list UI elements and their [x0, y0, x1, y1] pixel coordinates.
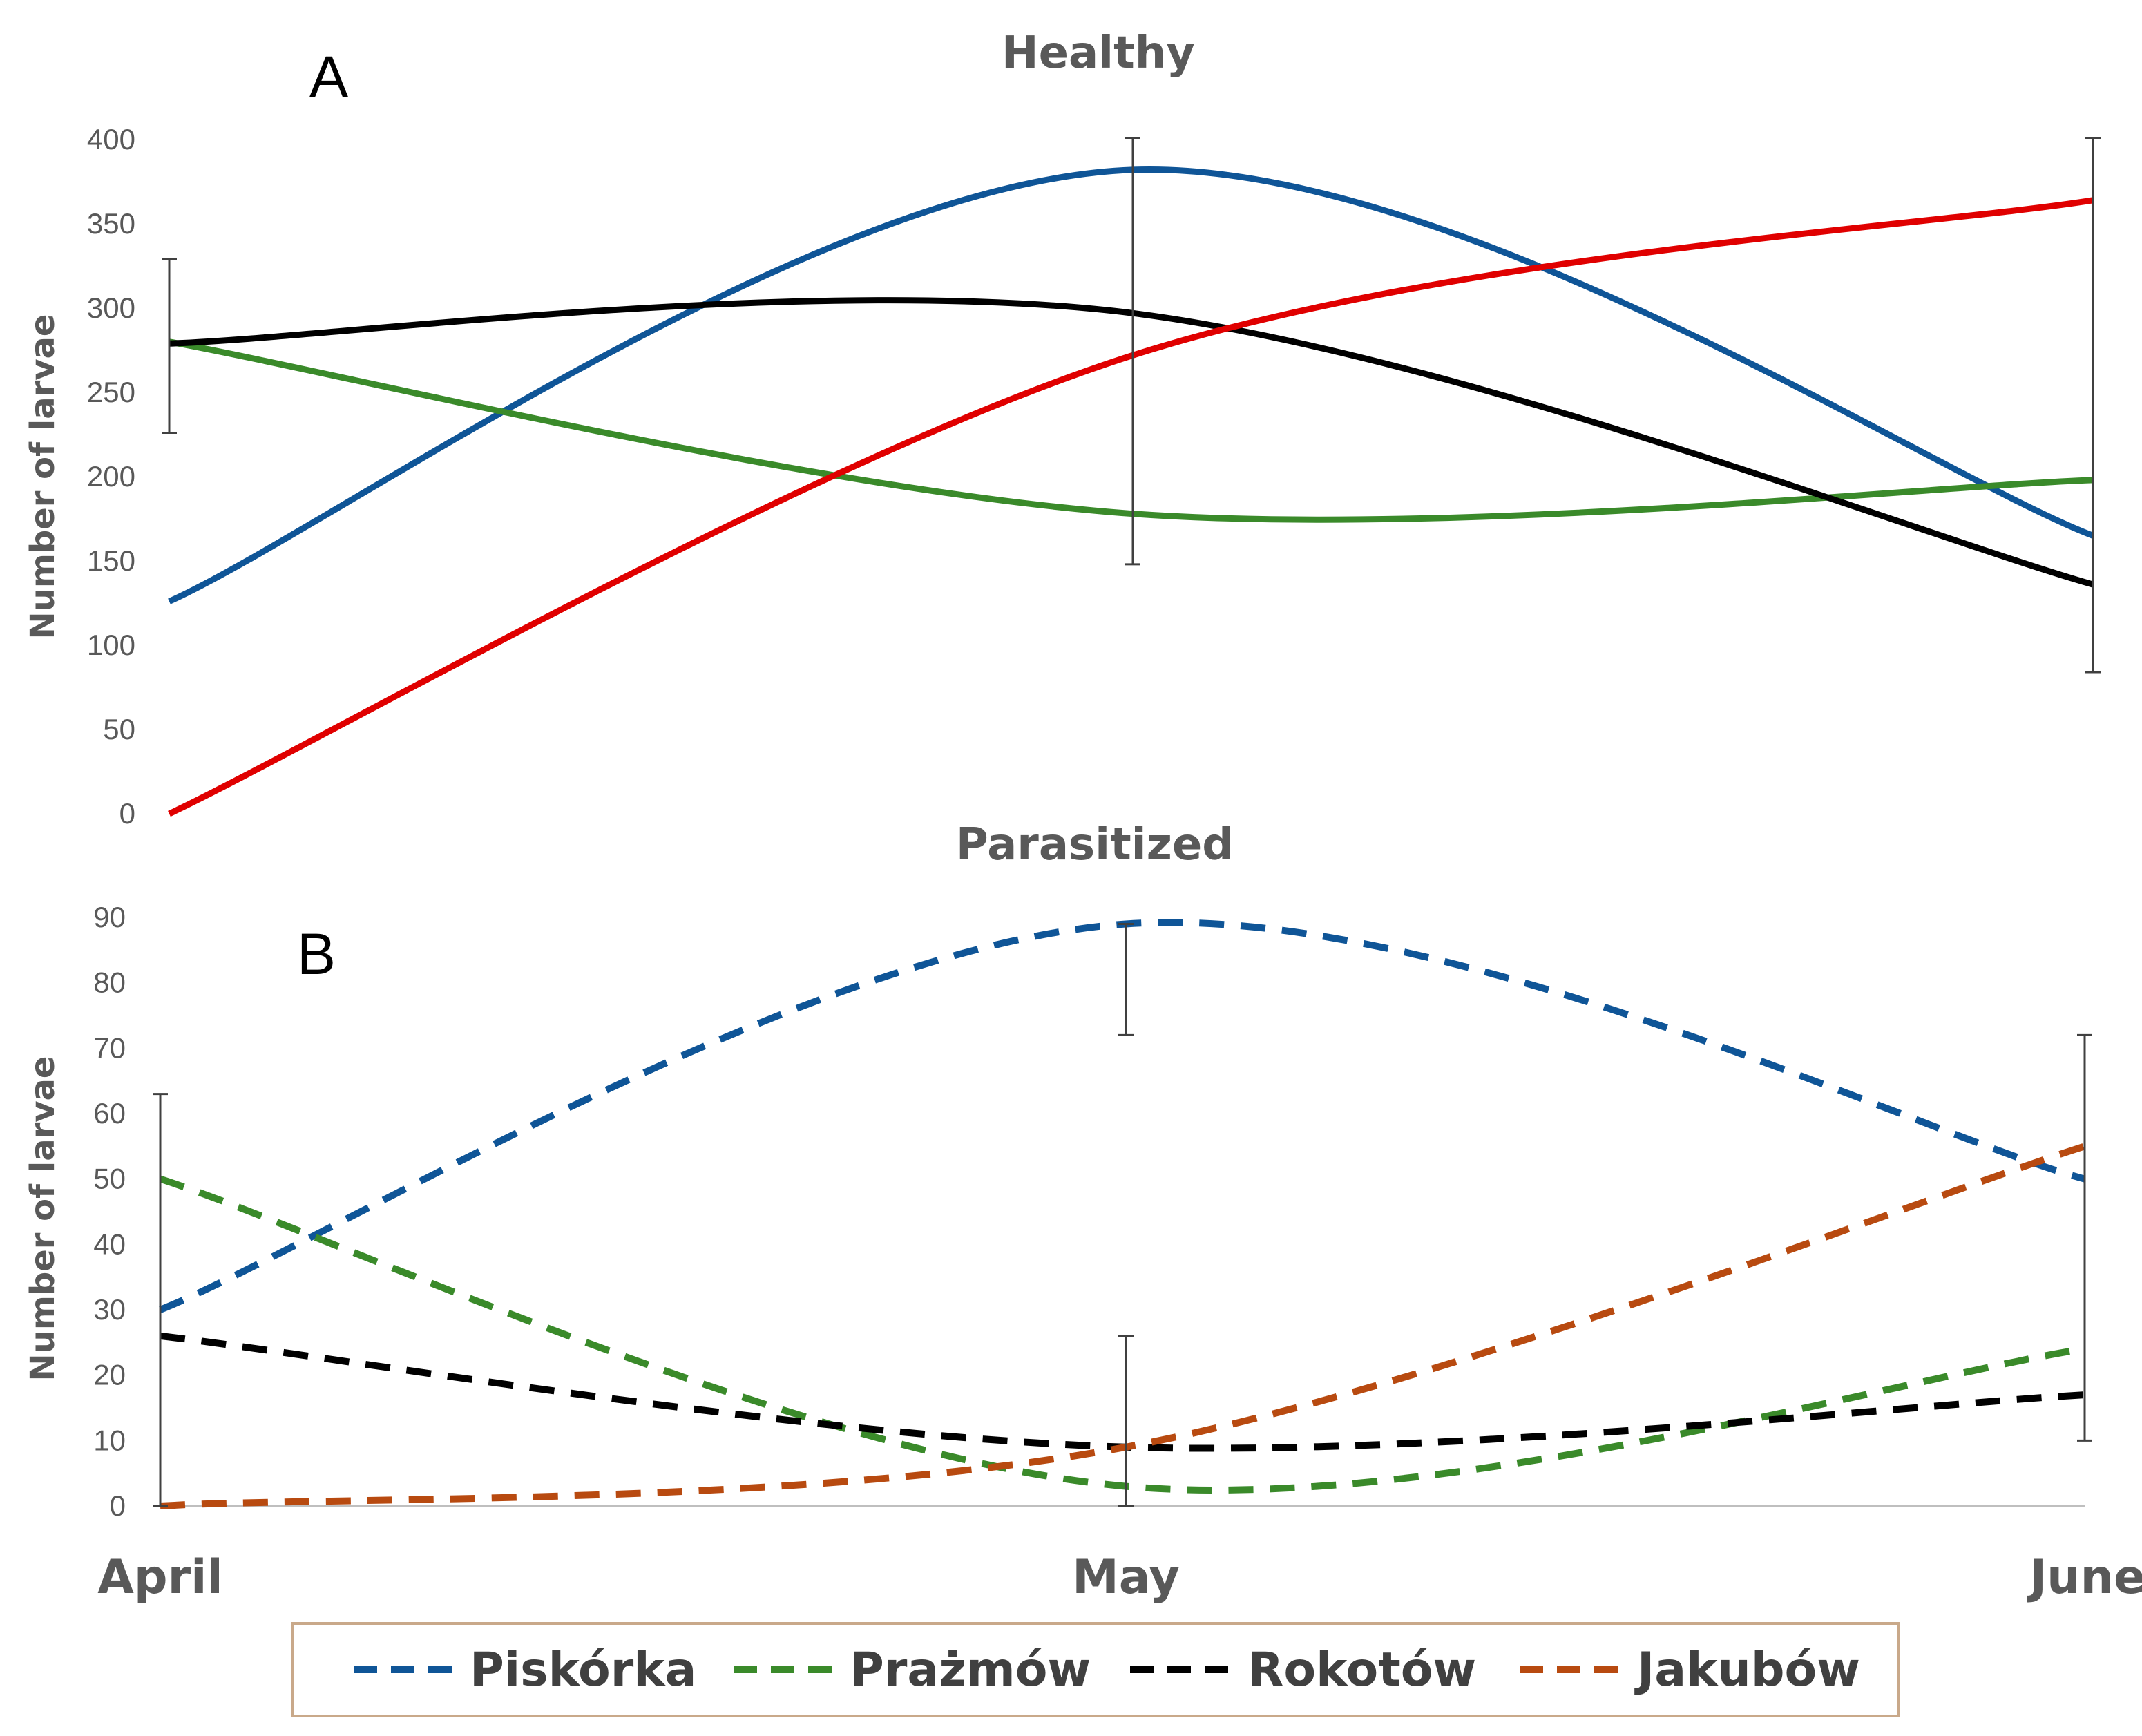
- healthy-y-tick-300: 300: [87, 292, 135, 324]
- panel-b-label: B: [297, 922, 336, 986]
- healthy-y-tick-150: 150: [87, 544, 135, 577]
- healthy-y-tick-labels: 0 50 100 150 200 250 300 350 400: [87, 123, 135, 830]
- month-label-may: May: [1072, 1550, 1180, 1605]
- healthy-series-jakubow: [168, 197, 2094, 817]
- parasitized-y-tick-40: 40: [93, 1228, 126, 1260]
- parasitized-y-tick-50: 50: [93, 1163, 126, 1195]
- parasitized-series-rokotow: [160, 1332, 2085, 1452]
- parasitized-y-tick-labels: 0 10 20 30 40 50 60 70 80 90: [93, 901, 126, 1522]
- parasitized-error-bars: [153, 922, 2092, 1507]
- healthy-y-tick-200: 200: [87, 460, 135, 493]
- legend-item-jakubow: Jakubów: [1520, 1643, 1860, 1697]
- month-label-june: June: [2027, 1550, 2142, 1605]
- healthy-y-tick-50: 50: [103, 713, 135, 745]
- parasitized-series-piskorka: [159, 919, 2086, 1313]
- parasitized-error-bar-may-1: [1118, 1335, 1134, 1507]
- month-axis-labels: April May June: [97, 1550, 2142, 1605]
- legend-box: [291, 1622, 1900, 1717]
- parasitized-error-bar-june-3: [2077, 1033, 2092, 1442]
- parasitized-y-tick-20: 20: [93, 1359, 126, 1391]
- healthy-y-tick-350: 350: [87, 207, 135, 240]
- healthy-y-tick-250: 250: [87, 376, 135, 408]
- month-label-april: April: [97, 1550, 222, 1605]
- legend-label-rokotow: Rokotów: [1247, 1643, 1476, 1697]
- healthy-y-axis-label: Number of larvae: [23, 314, 62, 640]
- parasitized-series-prazmow: [159, 1175, 2085, 1494]
- healthy-series-lines: [168, 166, 2094, 817]
- healthy-error-bar-june-2: [2085, 137, 2101, 674]
- legend-item-rokotow: Rokotów: [1130, 1643, 1476, 1697]
- healthy-y-tick-100: 100: [87, 629, 135, 661]
- healthy-error-bar-may-1: [1125, 137, 1140, 566]
- healthy-error-bar-april-0: [162, 258, 177, 435]
- legend: Piskórka Prażmów Rokotów Jakubów: [291, 1622, 1900, 1717]
- parasitized-series-jakubow: [160, 1143, 2086, 1509]
- parasitized-error-bar-may-2: [1118, 922, 1134, 1036]
- parasitized-y-tick-70: 70: [93, 1031, 126, 1064]
- legend-label-piskorka: Piskórka: [470, 1643, 696, 1697]
- parasitized-chart-panel: B Parasitized Number of larvae 0 10 20 30 40…: [23, 819, 2092, 1522]
- parasitized-y-tick-10: 10: [93, 1424, 126, 1456]
- healthy-y-tick-400: 400: [87, 123, 135, 155]
- parasitized-y-tick-60: 60: [93, 1097, 126, 1129]
- parasitized-y-tick-80: 80: [93, 966, 126, 999]
- parasitized-series-lines: [159, 919, 2086, 1509]
- parasitized-chart-title: Parasitized: [956, 819, 1234, 870]
- healthy-chart-panel: A Healthy Number of larvae 0 50 100 150 200 2…: [23, 28, 2101, 830]
- healthy-error-bars: [162, 137, 2101, 674]
- legend-label-jakubow: Jakubów: [1634, 1643, 1860, 1697]
- parasitized-y-axis-label: Number of larvae: [23, 1056, 62, 1382]
- legend-item-prazmow: Prażmów: [734, 1643, 1091, 1697]
- parasitized-y-tick-30: 30: [93, 1293, 126, 1326]
- healthy-series-rokotow: [169, 297, 2094, 588]
- panel-a-label: A: [309, 44, 348, 109]
- parasitized-error-bar-april-0: [153, 1093, 168, 1507]
- legend-label-prazmow: Prażmów: [850, 1643, 1091, 1697]
- parasitized-y-tick-90: 90: [93, 901, 126, 933]
- healthy-y-tick-0: 0: [119, 797, 135, 830]
- parasitized-y-tick-0: 0: [110, 1489, 126, 1522]
- healthy-chart-title: Healthy: [1002, 28, 1195, 79]
- legend-item-piskorka: Piskórka: [354, 1643, 696, 1697]
